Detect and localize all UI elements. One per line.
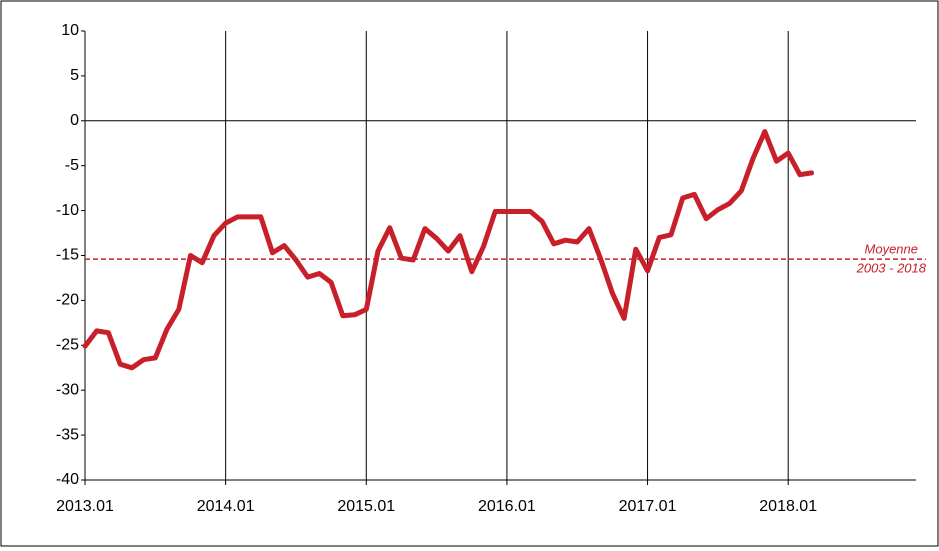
y-tick-label: -40 <box>56 471 79 488</box>
x-tick-label: 2013.01 <box>56 498 114 515</box>
y-tick-label: -35 <box>56 426 79 443</box>
y-tick-label: -10 <box>56 202 79 219</box>
y-tick-label: -25 <box>56 337 79 354</box>
y-tick-label: 0 <box>70 112 79 129</box>
reference-label: Moyenne <box>865 242 918 257</box>
x-tick-label: 2016.01 <box>478 498 536 515</box>
x-tick-label: 2018.01 <box>759 498 817 515</box>
y-tick-label: -30 <box>56 381 79 398</box>
x-tick-label: 2015.01 <box>337 498 395 515</box>
y-tick-label: -20 <box>56 292 79 309</box>
y-tick-label: -15 <box>56 247 79 264</box>
y-tick-label: -5 <box>65 157 79 174</box>
y-tick-label: 5 <box>70 67 79 84</box>
x-tick-label: 2014.01 <box>197 498 255 515</box>
data-line <box>82 129 815 371</box>
reference-label: 2003 - 2018 <box>856 261 927 276</box>
y-tick-label: 10 <box>61 22 79 39</box>
x-tick-label: 2017.01 <box>619 498 677 515</box>
